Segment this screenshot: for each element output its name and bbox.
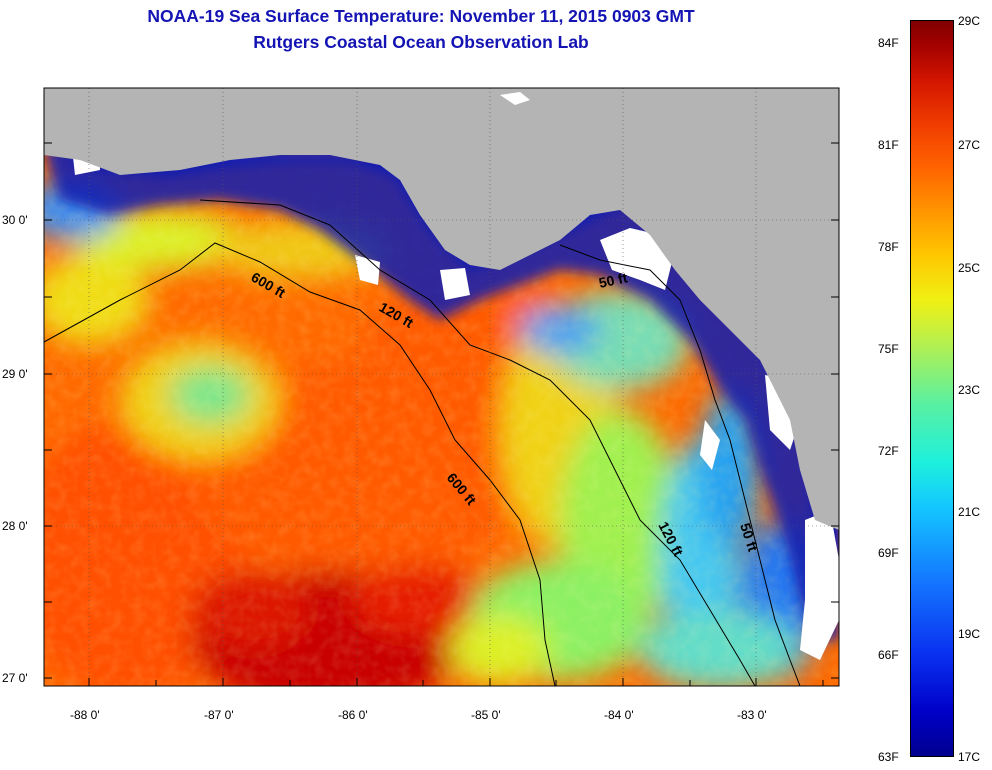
colorbar-c-19: 19C [958,627,981,641]
lat-label-28: 28 0' [2,519,28,533]
colorbar-f-66: 66F [878,648,899,662]
map-plot-area: 600 ft 120 ft 50 ft 600 ft 120 ft 50 ft [44,88,839,686]
colorbar-c-25: 25C [958,261,981,275]
map-title: NOAA-19 Sea Surface Temperature: Novembe… [147,6,695,26]
colorbar-f-84: 84F [878,36,899,50]
lat-label-27: 27 0' [2,671,28,685]
lon-label-86: -86 0' [338,708,368,722]
bathymetry-contours [44,199,801,686]
colorbar-c-27: 27C [958,138,981,152]
inland-lake [500,92,530,105]
colorbar-c-23: 23C [958,383,981,397]
map-subtitle: Rutgers Coastal Ocean Observation Lab [253,32,589,52]
temperature-colorbar [910,20,954,757]
colorbar-c-29: 29C [958,14,981,28]
colorbar-f-72: 72F [878,444,899,458]
colorbar-f-81: 81F [878,138,899,152]
lon-label-83: -83 0' [737,708,767,722]
colorbar-f-63: 63F [878,750,899,764]
colorbar-f-69: 69F [878,546,899,560]
graticule [44,88,839,686]
lon-label-87: -87 0' [204,708,234,722]
colorbar-c-21: 21C [958,505,981,519]
axis-ticks [44,142,839,686]
land-mass [44,88,839,530]
map-frame [43,87,840,687]
colorbar-f-78: 78F [878,240,899,254]
lat-label-29: 29 0' [2,367,28,381]
colorbar-c-17: 17C [958,750,981,764]
colorbar-f-75: 75F [878,342,899,356]
lat-label-30: 30 0' [2,213,28,227]
lon-label-84: -84 0' [604,708,634,722]
contour-label-50ft-north: 50 ft [597,269,629,291]
lon-label-85: -85 0' [471,708,501,722]
lon-label-88: -88 0' [70,708,100,722]
